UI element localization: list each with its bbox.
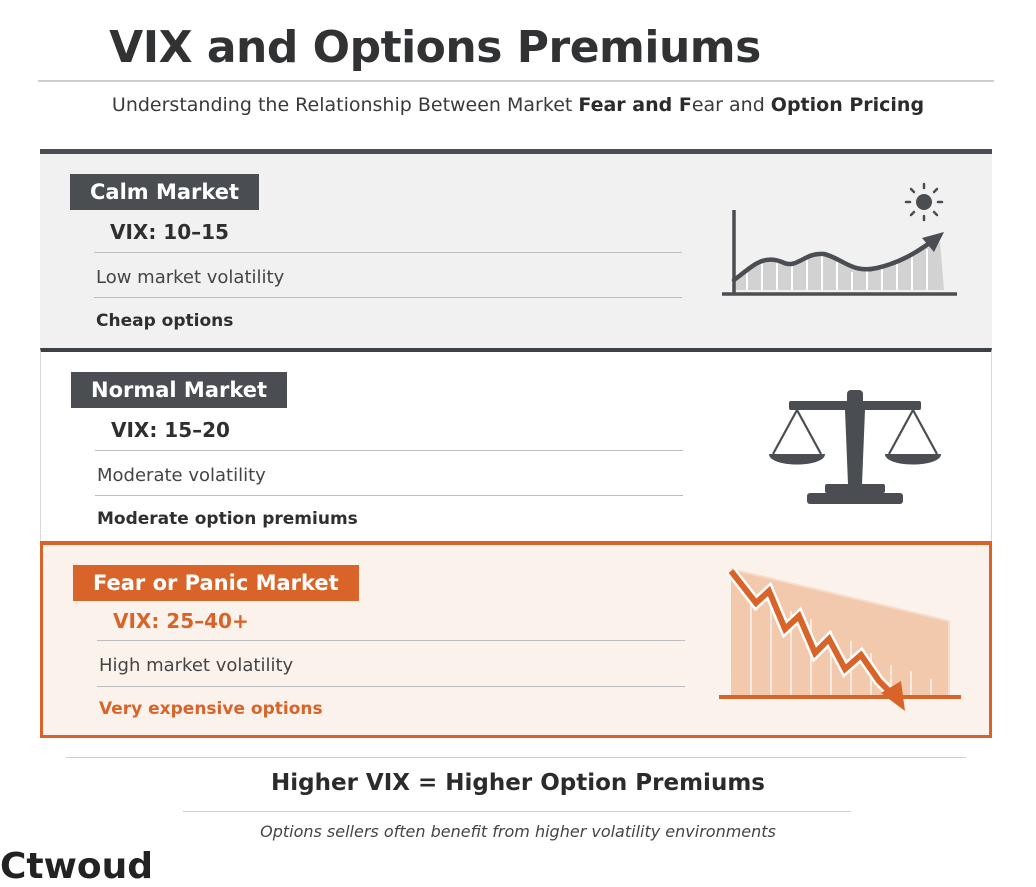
cut-off-heading: Ctwoud [0,846,154,887]
calm-premium: Cheap options [96,311,234,331]
normal-divider-1 [95,450,683,451]
calm-market-badge: Calm Market [70,174,260,210]
normal-market-panel: Normal Market VIX: 15–20 Moderate volati… [40,348,992,543]
summary-statement: Higher VIX = Higher Option Premiums [271,770,765,796]
calm-market-panel: Calm Market VIX: 10–15 Low market volati… [40,149,992,349]
calm-divider-2 [94,297,682,298]
footer-divider-top [66,757,966,758]
falling-chart-icon [719,567,961,711]
normal-vix-range: VIX: 15–20 [111,418,230,442]
subtitle-part-4: Option Pricing [770,94,925,116]
calm-vix-range: VIX: 10–15 [110,220,229,244]
balance-scale-icon [769,390,941,504]
subtitle-part-1: Understanding the Relationship Between M… [111,94,579,116]
normal-premium: Moderate option premiums [97,509,358,529]
fear-market-panel: Fear or Panic Market VIX: 25–40+ High ma… [40,541,992,738]
page-title: VIX and Options Premiums [109,22,761,73]
normal-divider-2 [95,495,683,496]
fear-market-badge: Fear or Panic Market [73,565,359,601]
fear-premium: Very expensive options [99,699,323,719]
footer-note: Options sellers often benefit from highe… [260,822,776,841]
fear-vix-range: VIX: 25–40+ [113,609,249,633]
subtitle-part-3: ear and [691,94,771,116]
title-divider [38,80,994,82]
subtitle-part-2: Fear and F [578,94,692,116]
calm-volatility: Low market volatility [96,267,285,288]
page-subtitle: Understanding the Relationship Between M… [0,94,1036,116]
rising-chart-with-sun-icon [722,182,957,296]
calm-divider-1 [94,252,682,253]
normal-market-badge: Normal Market [71,372,288,408]
footer-divider-bottom [183,811,851,812]
fear-divider-2 [97,686,685,687]
normal-volatility: Moderate volatility [97,465,266,486]
fear-volatility: High market volatility [99,655,294,676]
fear-divider-1 [97,640,685,641]
